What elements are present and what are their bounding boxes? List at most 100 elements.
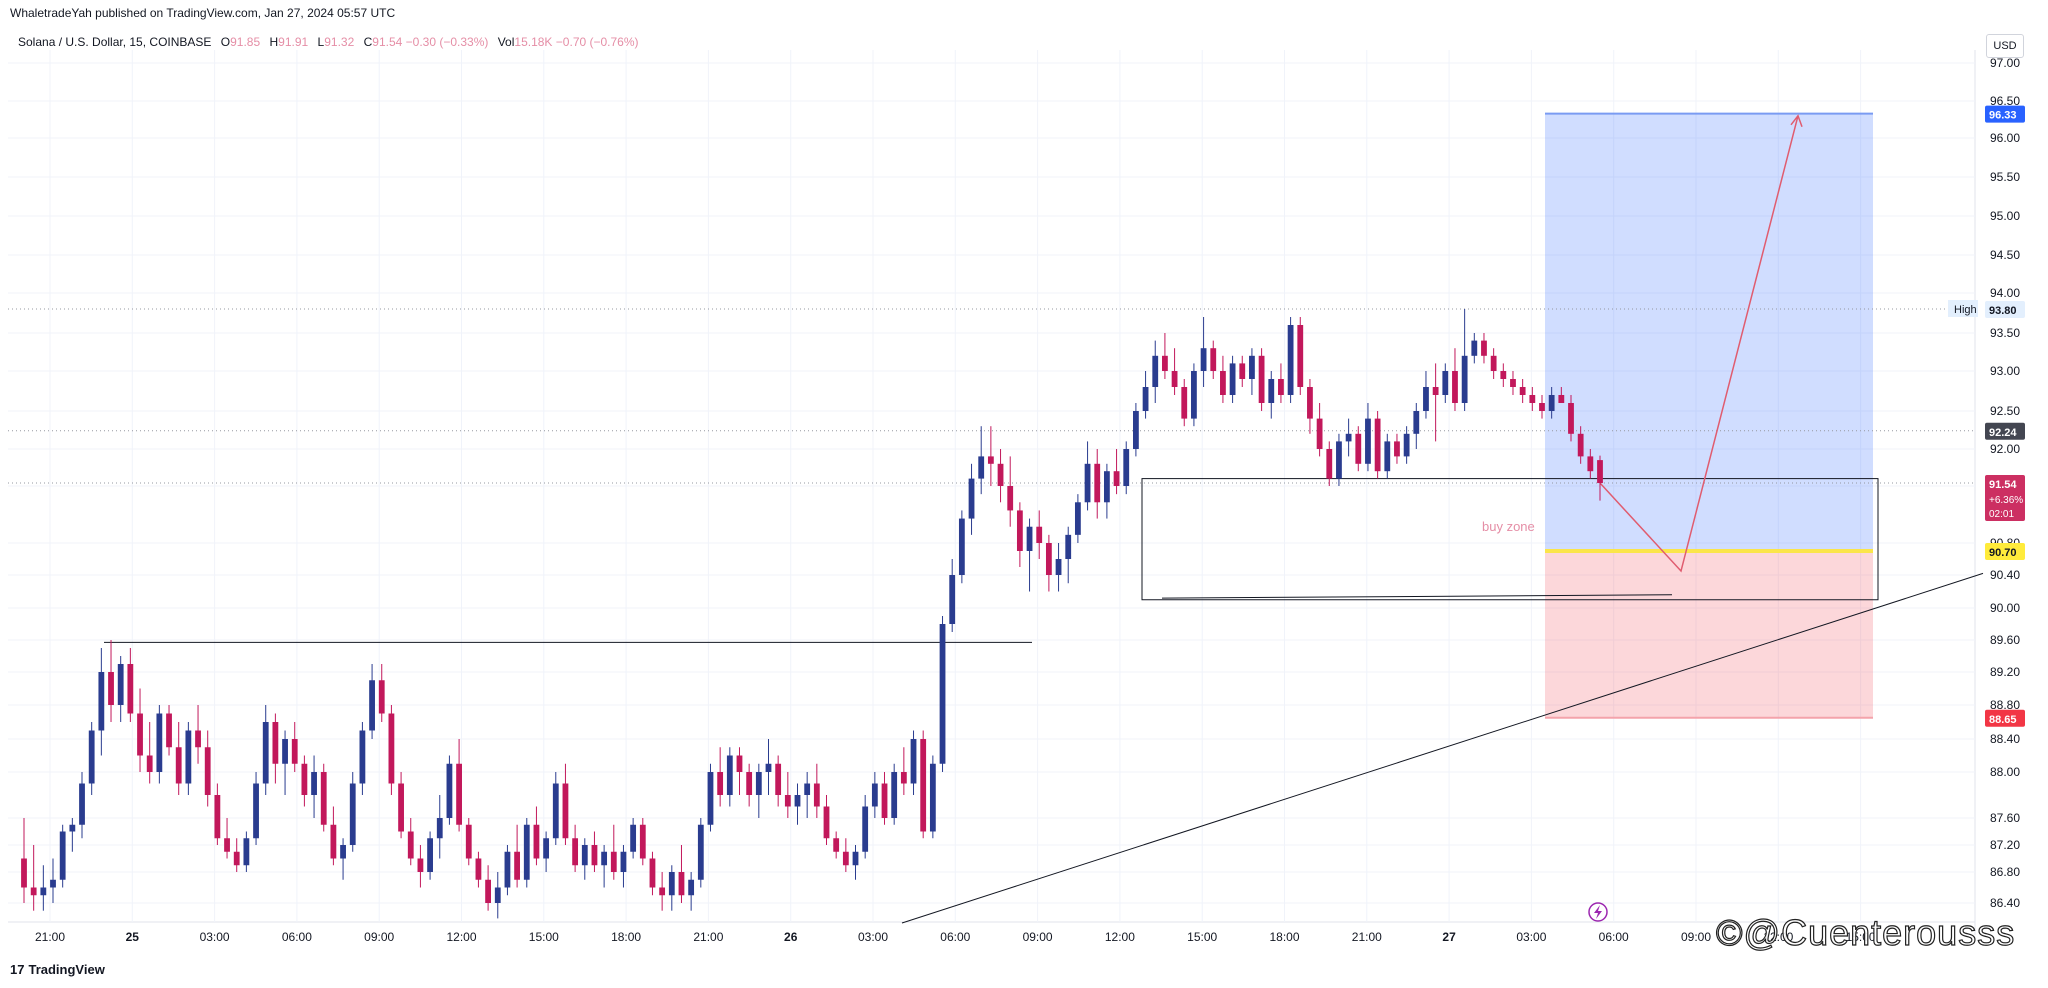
candle <box>900 747 907 795</box>
candle <box>98 648 105 756</box>
candle <box>1597 455 1603 501</box>
candle <box>1036 510 1043 559</box>
candle <box>243 831 250 872</box>
candle <box>1423 371 1429 419</box>
candle-body <box>69 824 76 832</box>
price-tick-label: 96.00 <box>1990 131 2020 145</box>
candle <box>1074 494 1081 543</box>
candle <box>1510 371 1516 395</box>
candle <box>69 818 76 852</box>
target-zone <box>1545 113 1873 551</box>
candle <box>920 730 927 839</box>
candle-body <box>726 755 733 795</box>
candle <box>253 772 259 845</box>
candle-body <box>446 763 453 818</box>
candle-body <box>978 456 985 479</box>
candle-body <box>1510 379 1516 387</box>
candle-body <box>1336 441 1342 479</box>
price-badge-bg <box>1985 422 2025 440</box>
price-badge-bg <box>1985 301 2025 318</box>
candle <box>146 722 153 784</box>
candle-body <box>1597 460 1603 484</box>
candle-body <box>1123 449 1130 486</box>
projection-arrow-icon <box>1790 114 1803 128</box>
candle-body <box>456 763 462 825</box>
candle <box>987 426 994 486</box>
candle <box>1200 317 1207 387</box>
candle-body <box>175 747 182 784</box>
candle <box>233 838 240 872</box>
time-tick-label: 18:00 <box>611 930 641 944</box>
candle-body <box>1239 363 1246 379</box>
candle-body <box>21 858 27 888</box>
candle <box>552 772 559 845</box>
candle-body <box>939 624 946 764</box>
candle-body <box>755 772 762 795</box>
candle-body <box>601 851 608 866</box>
price-badge: 88.65 <box>1985 709 2025 727</box>
publish-info: WhaletradeYah published on TradingView.c… <box>10 6 396 20</box>
candle <box>475 851 482 888</box>
time-tick-label: 06:00 <box>282 930 312 944</box>
candle-body <box>736 755 743 772</box>
legend-close: 91.54 <box>372 35 403 49</box>
price-badge: 91.54 +6.36% 02:01 <box>1985 475 2025 522</box>
candle <box>572 824 579 872</box>
candle-body <box>881 783 888 818</box>
candle-body <box>630 824 637 852</box>
candle <box>842 838 849 872</box>
price-tick-label: 92.00 <box>1990 442 2020 456</box>
currency-button[interactable]: USD <box>1986 34 2024 58</box>
candle <box>485 865 491 911</box>
candle <box>427 831 433 880</box>
candle-body <box>359 730 366 784</box>
candle <box>659 872 666 911</box>
candle <box>1142 371 1149 419</box>
candle <box>1529 387 1536 411</box>
price-tick-label: 90.00 <box>1990 601 2020 615</box>
candle <box>214 783 221 845</box>
candle-body <box>1461 355 1468 403</box>
candle <box>1055 543 1062 592</box>
price-badge-value: 91.54 <box>1989 479 2017 491</box>
candle-body <box>1403 433 1410 457</box>
candle <box>639 818 646 866</box>
price-badge-value: 93.80 <box>1989 305 2017 317</box>
candle-body <box>59 831 66 880</box>
legend-volume-change: −0.70 (−0.76%) <box>555 35 639 49</box>
candle <box>881 772 888 825</box>
candle-body <box>1220 371 1226 395</box>
candle <box>794 783 801 825</box>
tradingview-brand: TradingView <box>28 962 105 977</box>
price-tick-label: 94.00 <box>1990 286 2020 300</box>
candle <box>1355 426 1362 472</box>
price-badge: 96.33 <box>1985 105 2025 123</box>
alert-bolt-icon <box>1588 902 1608 922</box>
candle-body <box>958 518 965 575</box>
candle <box>1113 449 1120 495</box>
candle-body <box>804 783 811 795</box>
candle-body <box>1529 395 1536 403</box>
candle-body <box>1519 387 1526 395</box>
candle <box>1481 333 1487 364</box>
tradingview-footer[interactable]: 17 TradingView <box>10 962 105 977</box>
candle-body <box>272 722 279 764</box>
price-badge-value: 96.33 <box>1989 110 2017 122</box>
time-axis[interactable]: 21:00 25 03:00 06:00 09:00 12:00 15:00 18:00 21:… <box>35 930 1876 944</box>
price-tick-label: 95.50 <box>1990 170 2020 184</box>
candle <box>591 831 598 872</box>
candle <box>514 824 521 888</box>
candle-body <box>1249 355 1255 379</box>
price-tick-label: 96.50 <box>1990 94 2020 108</box>
price-badge-bg <box>1985 543 2025 560</box>
candle-body <box>1162 355 1168 371</box>
legend-high: 91.91 <box>278 35 309 49</box>
candle-body <box>1558 395 1565 403</box>
candle <box>978 426 985 495</box>
candles <box>21 309 1603 919</box>
candle <box>1500 363 1507 387</box>
candle <box>1413 403 1420 449</box>
price-axis[interactable]: 97.00 96.50 96.00 95.50 95.00 94.50 94.00 93.50… <box>1990 56 2020 910</box>
candle-body <box>50 879 56 888</box>
